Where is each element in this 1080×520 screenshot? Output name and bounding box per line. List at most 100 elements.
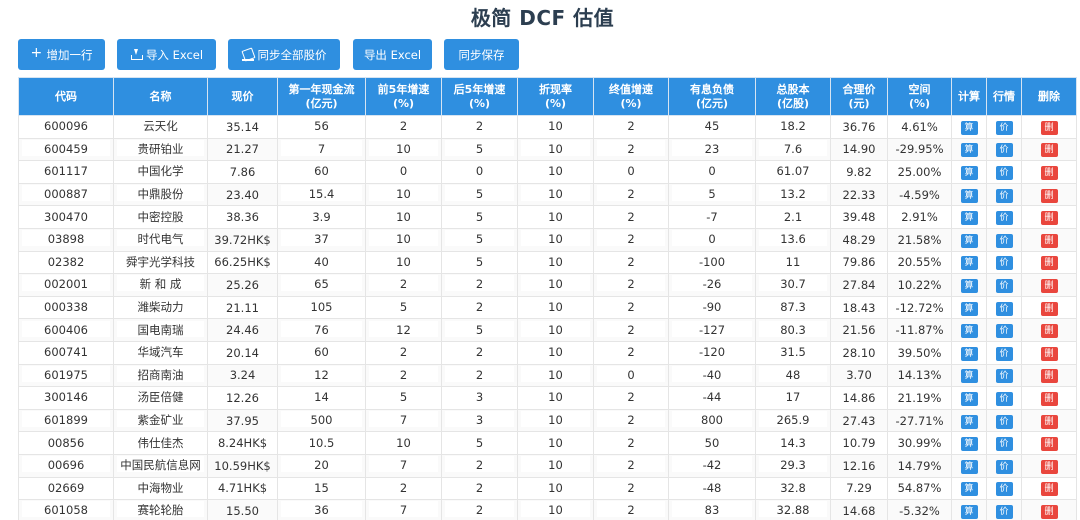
cell-growth-5y-first[interactable]: 10 (365, 205, 442, 229)
cell-growth-5y-first[interactable]: 7 (365, 453, 442, 478)
calc-button[interactable]: 算 (960, 143, 978, 158)
cell-interest-debt[interactable]: -100 (668, 250, 756, 275)
delete-button[interactable]: 删 (1040, 437, 1058, 452)
cell-total-shares[interactable]: 11 (755, 250, 831, 275)
delete-button[interactable]: 删 (1040, 324, 1058, 339)
cell-growth-5y-later[interactable]: 3 (441, 408, 518, 433)
sync-prices-button[interactable]: 同步全部股价 (228, 39, 340, 70)
cell-total-shares[interactable]: 61.07 (755, 160, 831, 184)
delete-button[interactable]: 删 (1040, 414, 1058, 429)
calc-button[interactable]: 算 (960, 188, 978, 203)
delete-button[interactable]: 删 (1040, 211, 1058, 226)
cell-code[interactable]: 000887 (18, 182, 114, 207)
quote-button[interactable]: 价 (995, 211, 1013, 226)
cell-interest-debt[interactable]: 0 (668, 227, 756, 252)
cell-first-year-cashflow[interactable]: 60 (277, 160, 366, 184)
quote-button[interactable]: 价 (995, 459, 1013, 474)
cell-first-year-cashflow[interactable]: 14 (277, 386, 366, 410)
cell-code[interactable]: 300470 (18, 205, 114, 229)
delete-button[interactable]: 删 (1040, 188, 1058, 203)
calc-button[interactable]: 算 (960, 459, 978, 474)
cell-total-shares[interactable]: 32.88 (755, 499, 831, 520)
cell-code[interactable]: 02382 (18, 250, 114, 275)
cell-growth-5y-first[interactable]: 7 (365, 499, 442, 520)
cell-growth-5y-first[interactable]: 5 (365, 386, 442, 410)
cell-first-year-cashflow[interactable]: 40 (277, 250, 366, 275)
add-row-button[interactable]: 增加一行 (18, 39, 105, 70)
cell-name[interactable]: 中海物业 (113, 476, 208, 501)
cell-terminal-growth[interactable]: 2 (593, 499, 669, 520)
cell-growth-5y-later[interactable]: 2 (441, 499, 518, 520)
cell-growth-5y-later[interactable]: 2 (441, 476, 518, 501)
cell-code[interactable]: 600096 (18, 115, 114, 139)
cell-first-year-cashflow[interactable]: 10.5 (277, 431, 366, 455)
cell-growth-5y-later[interactable]: 0 (441, 160, 518, 184)
cell-total-shares[interactable]: 14.3 (755, 431, 831, 455)
quote-button[interactable]: 价 (995, 369, 1013, 384)
cell-code[interactable]: 00696 (18, 453, 114, 478)
cell-growth-5y-first[interactable]: 10 (365, 431, 442, 455)
cell-interest-debt[interactable]: 800 (668, 408, 756, 433)
cell-interest-debt[interactable]: -90 (668, 295, 756, 320)
cell-code[interactable]: 600459 (18, 137, 114, 162)
cell-total-shares[interactable]: 18.2 (755, 115, 831, 139)
cell-first-year-cashflow[interactable]: 7 (277, 137, 366, 162)
quote-button[interactable]: 价 (995, 278, 1013, 293)
cell-interest-debt[interactable]: -48 (668, 476, 756, 501)
delete-button[interactable]: 删 (1040, 459, 1058, 474)
quote-button[interactable]: 价 (995, 391, 1013, 406)
delete-button[interactable]: 删 (1040, 301, 1058, 316)
cell-growth-5y-first[interactable]: 2 (365, 476, 442, 501)
quote-button[interactable]: 价 (995, 504, 1013, 519)
cell-terminal-growth[interactable]: 2 (593, 408, 669, 433)
cell-interest-debt[interactable]: 50 (668, 431, 756, 455)
cell-total-shares[interactable]: 29.3 (755, 453, 831, 478)
cell-growth-5y-later[interactable]: 2 (441, 295, 518, 320)
cell-code[interactable]: 02669 (18, 476, 114, 501)
cell-first-year-cashflow[interactable]: 60 (277, 340, 366, 365)
cell-first-year-cashflow[interactable]: 76 (277, 318, 366, 342)
cell-first-year-cashflow[interactable]: 3.9 (277, 205, 366, 229)
cell-growth-5y-later[interactable]: 2 (441, 273, 518, 297)
cell-growth-5y-first[interactable]: 5 (365, 295, 442, 320)
cell-first-year-cashflow[interactable]: 20 (277, 453, 366, 478)
cell-first-year-cashflow[interactable]: 15 (277, 476, 366, 501)
cell-terminal-growth[interactable]: 2 (593, 318, 669, 342)
cell-discount-rate[interactable]: 10 (517, 499, 594, 520)
cell-total-shares[interactable]: 30.7 (755, 273, 831, 297)
cell-total-shares[interactable]: 2.1 (755, 205, 831, 229)
cell-name[interactable]: 舜宇光学科技 (113, 250, 208, 275)
cell-terminal-growth[interactable]: 2 (593, 386, 669, 410)
cell-total-shares[interactable]: 48 (755, 363, 831, 388)
cell-first-year-cashflow[interactable]: 56 (277, 115, 366, 139)
delete-button[interactable]: 删 (1040, 346, 1058, 361)
cell-code[interactable]: 601975 (18, 363, 114, 388)
cell-growth-5y-later[interactable]: 3 (441, 386, 518, 410)
cell-terminal-growth[interactable]: 2 (593, 182, 669, 207)
cell-discount-rate[interactable]: 10 (517, 431, 594, 455)
quote-button[interactable]: 价 (995, 437, 1013, 452)
cell-code[interactable]: 03898 (18, 227, 114, 252)
export-excel-button[interactable]: 导出 Excel (353, 39, 432, 70)
cell-growth-5y-later[interactable]: 5 (441, 250, 518, 275)
cell-discount-rate[interactable]: 10 (517, 318, 594, 342)
cell-growth-5y-first[interactable]: 2 (365, 115, 442, 139)
cell-total-shares[interactable]: 265.9 (755, 408, 831, 433)
cell-discount-rate[interactable]: 10 (517, 386, 594, 410)
cell-growth-5y-first[interactable]: 10 (365, 182, 442, 207)
cell-terminal-growth[interactable]: 2 (593, 227, 669, 252)
cell-first-year-cashflow[interactable]: 37 (277, 227, 366, 252)
cell-total-shares[interactable]: 13.6 (755, 227, 831, 252)
cell-first-year-cashflow[interactable]: 65 (277, 273, 366, 297)
quote-button[interactable]: 价 (995, 256, 1013, 271)
cell-terminal-growth[interactable]: 0 (593, 160, 669, 184)
cell-first-year-cashflow[interactable]: 12 (277, 363, 366, 388)
calc-button[interactable]: 算 (960, 324, 978, 339)
cell-name[interactable]: 华域汽车 (113, 340, 208, 365)
sync-save-button[interactable]: 同步保存 (444, 39, 519, 70)
cell-name[interactable]: 国电南瑞 (113, 318, 208, 342)
cell-growth-5y-later[interactable]: 5 (441, 318, 518, 342)
cell-total-shares[interactable]: 80.3 (755, 318, 831, 342)
delete-button[interactable]: 删 (1040, 120, 1058, 135)
calc-button[interactable]: 算 (960, 165, 978, 180)
